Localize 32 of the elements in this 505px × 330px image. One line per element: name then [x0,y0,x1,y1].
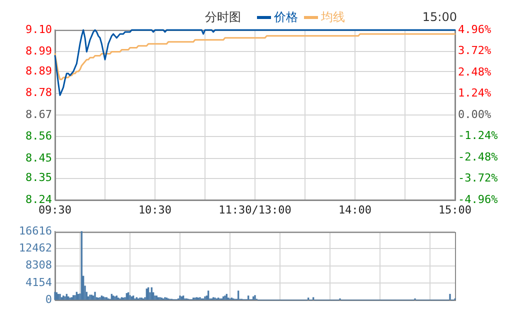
x-tick-label: 10:30 [138,203,172,216]
x-tick-label: 11:30/13:00 [218,203,292,216]
y-tick-label: 8.24 [26,192,52,206]
y2-tick-label: 4.96% [458,22,492,36]
y-tick-label: 8.78 [26,86,52,100]
y2-tick-label: 1.24% [458,86,492,100]
y2-tick-label: 0.00% [458,108,492,121]
x-tick-label: 15:00 [438,203,472,216]
text: 15:00 [422,10,457,24]
y-tick-label: 16616 [18,224,52,238]
y2-tick-label: -2.48% [458,150,498,164]
y-tick-label: 8.89 [26,64,52,78]
y-tick-label: 8.35 [26,171,52,184]
x-tick-label: 09:30 [38,203,72,216]
y2-tick-label: -1.24% [458,129,498,142]
y-tick-label: 8.56 [26,130,52,143]
legend-label: 均线 [321,8,345,26]
y-tick-label: 4154 [26,276,52,289]
y2-tick-label: -3.72% [458,172,498,185]
y-tick-label: 8.67 [26,108,52,121]
y-tick-label: 0 [45,292,52,306]
y2-tick-label: -4.96% [458,192,498,206]
y-tick-label: 9.10 [26,22,52,36]
legend-label: 价格 [274,8,298,26]
x-tick-label: 14:00 [338,203,372,216]
text: 分时图 [205,8,241,26]
y2-tick-label: 2.48% [458,65,492,78]
y2-tick-label: 3.72% [458,44,492,58]
y-tick-label: 12462 [18,242,52,255]
y-tick-label: 8.99 [26,44,52,58]
y-tick-label: 8.45 [26,151,52,164]
y-tick-label: 8308 [26,258,52,272]
